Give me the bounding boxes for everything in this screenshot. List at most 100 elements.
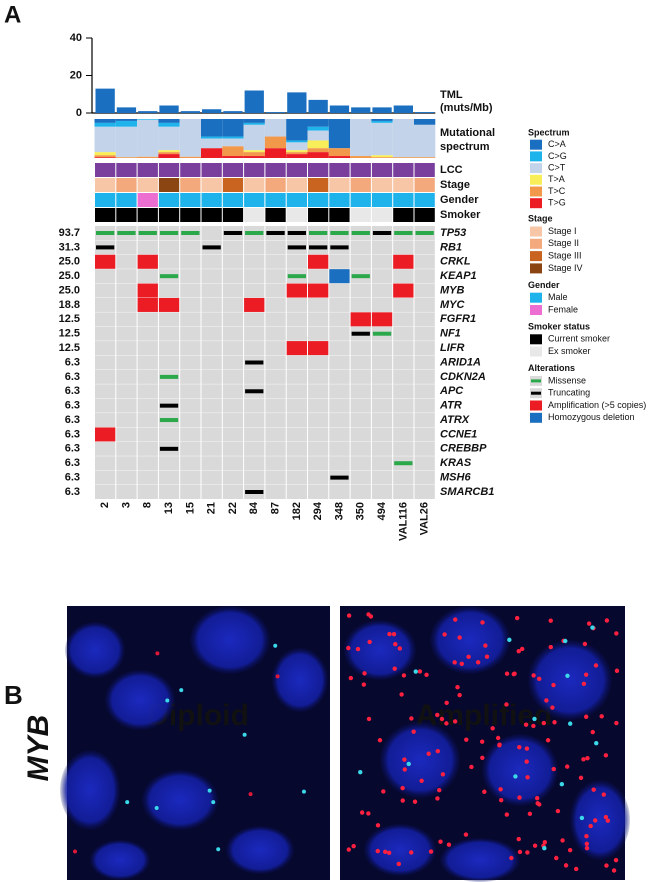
signal [375,848,380,854]
cell [180,470,201,485]
cell [116,297,137,312]
signal [498,787,503,792]
cell [265,355,286,370]
signal [402,767,407,772]
cell [222,254,244,269]
track-cell [137,193,158,207]
track-cell [350,208,371,222]
signal [599,714,604,719]
spectrum-segment [328,119,351,149]
cell [116,384,137,399]
legend-swatch [530,400,542,411]
alteration-frequency: 6.3 [65,486,80,498]
alteration [137,283,158,298]
sample-label: 294 [312,501,324,520]
cell [116,355,137,370]
spectrum-segment [307,140,329,149]
gene-name: ATR [439,400,462,412]
cell [308,297,329,312]
spectrum-segment [243,152,265,157]
signal [542,840,548,845]
track-label: Smoker [440,209,481,221]
cell [137,312,158,327]
alteration-frequency: 6.3 [65,356,80,368]
spectrum-segment [371,120,393,123]
spectrum-segment [94,152,116,156]
legend-swatch [530,263,542,274]
cell [158,384,180,399]
signal [504,812,510,817]
legend-swatch [530,174,542,185]
gene-name: SMARCB1 [440,486,494,498]
signal [548,618,553,623]
signal [366,716,372,722]
track-cell [265,163,286,177]
cell [350,254,371,269]
signal [614,668,620,673]
alteration [159,274,179,279]
signal [565,673,570,678]
signal [440,772,446,777]
cell [329,398,350,413]
cell [308,441,329,456]
cell [201,297,222,312]
track-cell [158,163,180,177]
alteration [159,231,179,235]
cell [265,240,286,255]
cell [308,398,329,413]
cell [329,341,350,356]
signal [504,702,509,707]
signal [590,625,595,630]
sample-label: 3 [120,502,132,508]
signal [525,850,530,855]
track-cell [180,208,201,222]
cell [350,297,371,312]
signal [368,614,374,619]
sample-label: 15 [184,502,196,514]
cell [244,369,265,384]
track-cell [158,178,180,192]
cell [329,369,350,384]
cell [371,398,393,413]
cell [201,384,222,399]
cell [137,355,158,370]
spectrum-segment [328,156,351,158]
signal [541,720,547,726]
cell [350,369,371,384]
alteration [159,374,179,379]
signal [480,620,485,625]
track-cell [393,193,414,207]
track-cell [158,193,180,207]
cell [158,326,180,341]
panel-label: B [4,680,23,710]
spectrum-segment [94,119,116,123]
signal [552,720,557,725]
cell [393,355,414,370]
spectrum-segment [286,150,308,153]
cell [95,312,116,327]
cell [222,398,244,413]
signal [480,755,485,761]
cell [180,398,201,413]
track-cell [286,163,307,177]
track-cell [414,208,435,222]
cell [393,470,414,485]
cell [329,312,350,327]
signal [584,846,590,851]
legend-swatch [530,198,542,209]
cell [265,470,286,485]
signal [397,646,403,651]
cell [244,456,265,471]
cell [244,254,265,269]
legend-swatch [530,292,542,303]
signal [524,746,530,751]
cell [265,384,286,399]
bar [95,88,115,113]
sample-label: 87 [269,502,281,514]
cell [414,456,435,471]
signal [545,738,551,743]
cell [201,326,222,341]
cell [95,441,116,456]
spectrum-segment [307,152,329,158]
signal [614,631,619,636]
